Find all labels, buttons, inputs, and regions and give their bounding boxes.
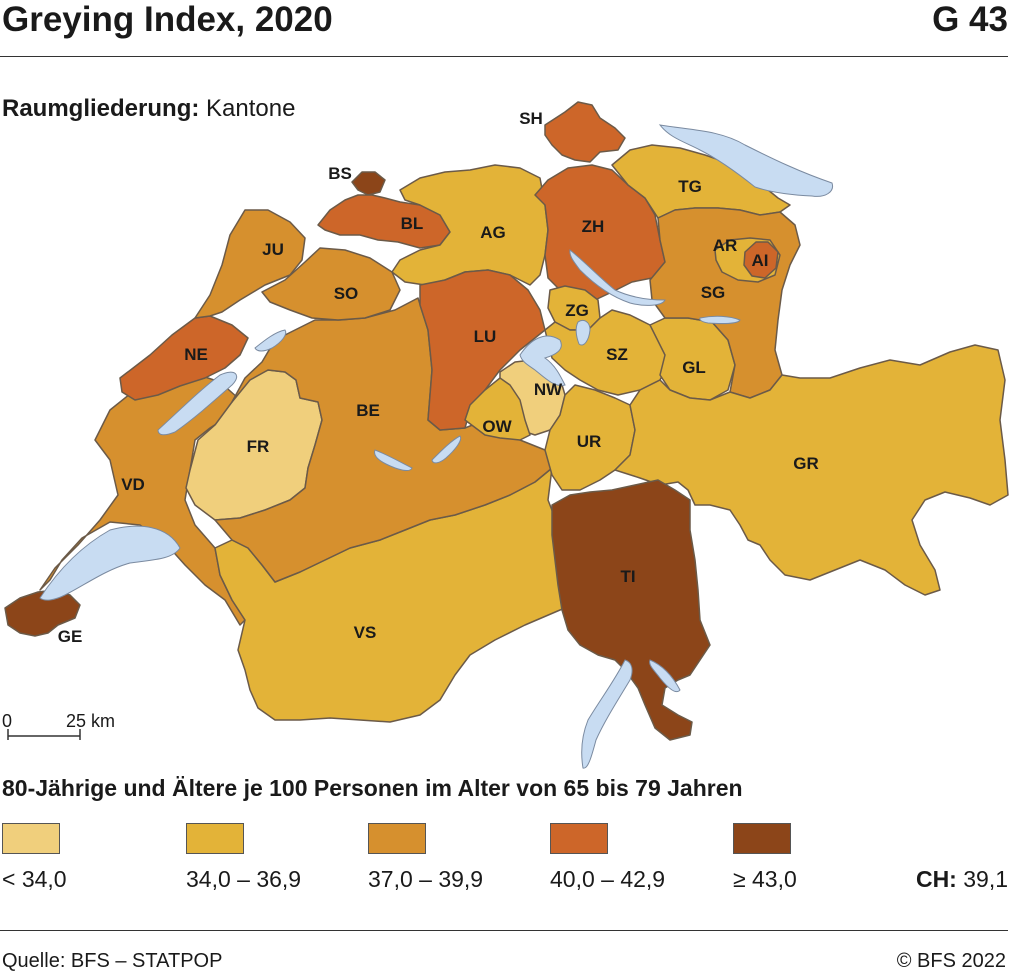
lake-walen	[699, 315, 741, 325]
lake-zurich	[569, 249, 666, 306]
canton-label-lu: LU	[474, 327, 497, 346]
scale-bar-end: 25 km	[66, 711, 115, 731]
figure-number: G 43	[932, 0, 1008, 39]
canton-label-be: BE	[356, 401, 380, 420]
canton-label-ne: NE	[184, 345, 208, 364]
canton-label-ar: AR	[713, 236, 738, 255]
lake-lugano	[649, 659, 681, 693]
national-number: 39,1	[963, 866, 1008, 892]
canton-label-gr: GR	[793, 454, 819, 473]
lake-biel	[254, 329, 287, 352]
canton-ti	[551, 479, 711, 741]
canton-bs	[351, 171, 386, 196]
canton-label-zg: ZG	[565, 301, 589, 320]
lake-brienz	[431, 435, 462, 464]
national-label: CH:	[915, 866, 957, 892]
canton-ai	[743, 241, 779, 279]
legend-swatch-3	[368, 823, 426, 854]
canton-ge	[4, 589, 81, 637]
lake-thun	[374, 449, 413, 472]
header-rule	[0, 56, 1008, 57]
lake-zug	[575, 319, 591, 346]
canton-label-ge: GE	[58, 627, 83, 646]
legend-swatch-4	[550, 823, 608, 854]
legend-label-2: 34,0 – 36,9	[186, 866, 302, 892]
canton-label-ju: JU	[262, 240, 284, 259]
spatial-division-label: Raumgliederung:	[2, 95, 200, 122]
canton-label-vd: VD	[121, 475, 145, 494]
legend-title: 80-Jährige und Ältere je 100 Personen im…	[2, 775, 743, 801]
canton-label-bl: BL	[401, 214, 424, 233]
footer-rule	[0, 930, 1008, 931]
scale-bar: 0 25 km	[2, 711, 115, 740]
legend-label-1: < 34,0	[2, 866, 67, 892]
canton-label-zh: ZH	[582, 217, 605, 236]
spatial-division-value: Kantone	[206, 95, 296, 122]
canton-label-ai: AI	[752, 251, 769, 270]
legend-swatch-2	[186, 823, 244, 854]
lakes	[39, 124, 834, 769]
lake-neuchatel	[157, 371, 238, 436]
canton-label-tg: TG	[678, 177, 702, 196]
canton-be	[214, 297, 553, 583]
chart-title: Greying Index, 2020	[2, 0, 333, 39]
canton-label-sh: SH	[519, 109, 543, 128]
legend-label-4: 40,0 – 42,9	[550, 866, 666, 892]
switzerland-canton-map: GE VD VS FR NE JU BE SO BS BL AG LU ZH SH TG ZG SZ NW OW UR…	[2, 101, 1009, 769]
lake-constance	[658, 124, 834, 197]
scale-bar-start: 0	[2, 711, 12, 731]
canton-gr	[614, 344, 1009, 596]
canton-lu	[419, 269, 546, 431]
legend-label-3: 37,0 – 39,9	[368, 866, 484, 892]
lake-geneva	[39, 525, 181, 601]
canton-label-gl: GL	[682, 358, 706, 377]
canton-label-ow: OW	[482, 417, 512, 436]
canton-label-sz: SZ	[606, 345, 628, 364]
canton-label-fr: FR	[247, 437, 270, 456]
canton-ju	[194, 209, 306, 319]
canton-label-ti: TI	[620, 567, 635, 586]
canton-label-bs: BS	[328, 164, 352, 183]
canton-label-vs: VS	[354, 623, 377, 642]
canton-sh	[544, 101, 626, 163]
canton-label-ur: UR	[577, 432, 602, 451]
national-value: CH: 39,1	[916, 866, 1008, 893]
canton-label-nw: NW	[534, 380, 563, 399]
canton-so	[261, 247, 401, 321]
canton-ne	[119, 315, 249, 401]
canton-label-so: SO	[334, 284, 359, 303]
spatial-division: Raumgliederung: Kantone	[2, 95, 295, 123]
lake-maggiore	[581, 659, 633, 769]
canton-label-ag: AG	[480, 223, 506, 242]
legend-label-5: ≥ 43,0	[733, 866, 797, 892]
lake-lucerne	[519, 335, 566, 387]
canton-ow	[464, 377, 531, 441]
legend-swatch-1	[2, 823, 60, 854]
copyright-note: © BFS 2022	[896, 950, 1006, 972]
legend-swatch-5	[733, 823, 791, 854]
source-note: Quelle: BFS – STATPOP	[2, 950, 223, 972]
canton-label-sg: SG	[701, 283, 726, 302]
